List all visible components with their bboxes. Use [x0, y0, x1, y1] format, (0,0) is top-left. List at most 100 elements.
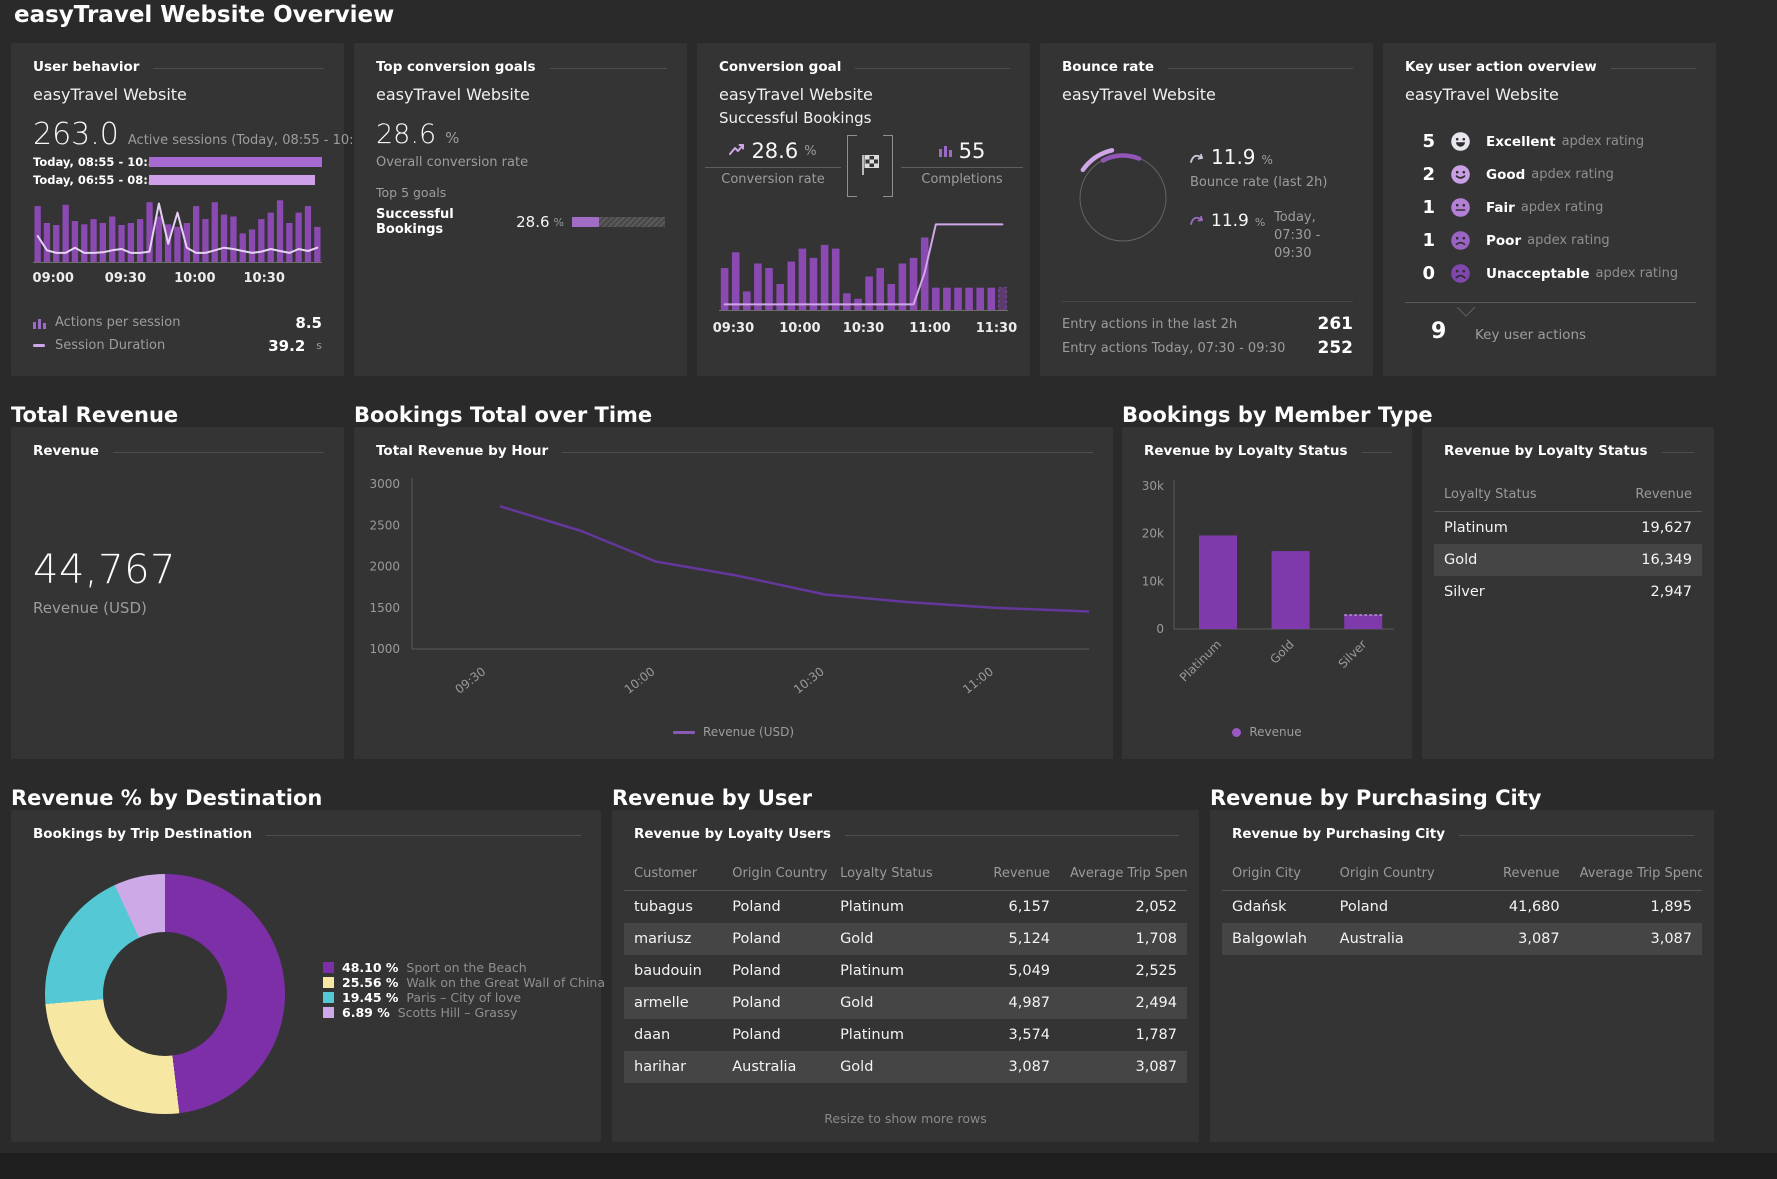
tile-header: Top conversion goals [376, 59, 667, 75]
legend-label: Session Duration [55, 338, 166, 353]
entry-actions-row: Entry actions Today, 07:30 - 09:30 252 [1062, 336, 1353, 360]
column-header[interactable]: Origin Country [722, 858, 831, 891]
table-cell: 41,680 [1508, 899, 1560, 915]
table-cell: Australia [1339, 931, 1404, 947]
completions-chart[interactable] [719, 215, 1008, 311]
tile-top-conversion-goals[interactable]: Top conversion goals easyTravel Website … [354, 43, 687, 376]
table-row[interactable]: harihar Australia Gold 3,087 3,087 [624, 1051, 1187, 1083]
table-cell: tubagus [634, 899, 693, 915]
tile-header: Revenue by Loyalty Users [634, 826, 1179, 842]
tile-title: Total Revenue by Hour [376, 443, 549, 459]
entry-actions-label: Entry actions Today, 07:30 - 09:30 [1062, 340, 1286, 356]
column-header[interactable]: Average Trip Spend [1060, 858, 1187, 891]
goal-row[interactable]: Successful Bookings 28.6 % [376, 207, 665, 237]
conversion-rate-label: Conversion rate [721, 172, 825, 187]
table-row[interactable]: daan Poland Platinum 3,574 1,787 [624, 1019, 1187, 1051]
goal-name: Successful Bookings [376, 207, 454, 237]
table-cell: baudouin [634, 963, 702, 979]
column-header[interactable]: Origin Country [1329, 858, 1454, 891]
table-row[interactable]: mariusz Poland Gold 5,124 1,708 [624, 923, 1187, 955]
table-cell: 16,349 [1641, 552, 1692, 568]
revenue-line-chart[interactable]: 3000 2500 2000 1500 1000 09:30 10:00 10:30 11:00 [354, 467, 1113, 727]
tile-loyalty-users-table[interactable]: Revenue by Loyalty Users Customer Origin … [612, 810, 1199, 1142]
table-row[interactable]: Gdańsk Poland 41,680 1,895 [1222, 891, 1702, 924]
loyalty-bar-chart[interactable]: 0 10k 20k 30k Platinum Gold Silver [1122, 467, 1412, 717]
chevron-down-icon [1456, 302, 1476, 321]
tile-title: Bounce rate [1062, 59, 1155, 75]
active-sessions-chart[interactable] [33, 195, 322, 263]
bounce-rate-compare-value: 11.9 [1211, 211, 1249, 231]
apdex-suffix: apdex rating [1527, 233, 1610, 248]
tile-conversion-goal[interactable]: Conversion goal easyTravel Website Succe… [697, 43, 1030, 376]
apdex-suffix: apdex rating [1561, 134, 1645, 149]
legend-percent: 48.10 % [342, 960, 399, 975]
x-tick-label: 11:30 [975, 321, 1018, 336]
table-row[interactable]: Silver 2,947 [1434, 576, 1702, 608]
column-header[interactable]: Customer [624, 858, 723, 891]
tile-key-user-actions[interactable]: Key user action overview easyTravel Webs… [1383, 43, 1716, 376]
tile-title: Revenue by Loyalty Status [1144, 443, 1348, 459]
table-row[interactable]: Balgowlah Australia 3,087 3,087 [1222, 923, 1702, 955]
apdex-suffix: apdex rating [1595, 266, 1679, 281]
tile-revenue-by-hour[interactable]: Total Revenue by Hour 3000 2500 2000 1500 10… [354, 427, 1113, 759]
column-header[interactable]: Revenue [966, 858, 1061, 891]
column-header[interactable]: Loyalty Status [1434, 479, 1615, 512]
column-header[interactable]: Loyalty Status [830, 858, 967, 891]
entry-actions-rows: Entry actions in the last 2h 261 Entry act… [1062, 301, 1353, 360]
table-header-row: Loyalty Status Revenue [1434, 479, 1702, 512]
key-actions-label: Key user actions [1475, 327, 1587, 343]
table-cell: daan [634, 1027, 671, 1043]
tile-loyalty-table[interactable]: Revenue by Loyalty Status Loyalty Status… [1422, 427, 1714, 759]
loyalty-status-table: Loyalty Status Revenue Platinum 19,627 Gold 1… [1434, 479, 1702, 608]
table-row[interactable]: baudouin Poland Platinum 5,049 2,525 [624, 955, 1187, 987]
tile-purchasing-city-table[interactable]: Revenue by Purchasing City Origin City Or… [1210, 810, 1714, 1142]
column-header[interactable]: Revenue [1614, 479, 1702, 512]
conversion-rate-metric: 28.6 % [376, 119, 459, 150]
apdex-count: 1 [1422, 197, 1435, 218]
svg-text:Silver: Silver [1336, 637, 1370, 671]
donut-hole [103, 932, 227, 1056]
tile-loyalty-bar-chart[interactable]: Revenue by Loyalty Status 0 10k 20k 30k Plat… [1122, 427, 1412, 759]
apdex-label: Excellent [1486, 133, 1556, 150]
column-header[interactable]: Average Trip Spend [1569, 858, 1702, 891]
table-row[interactable]: armelle Poland Gold 4,987 2,494 [624, 987, 1187, 1019]
section-bookings-over-time: Bookings Total over Time [354, 403, 653, 428]
legend-label: Scotts Hill – Grassy [397, 1005, 518, 1020]
svg-text:10:30: 10:30 [791, 664, 827, 696]
svg-text:20k: 20k [1142, 527, 1164, 541]
column-header[interactable]: Origin City [1222, 858, 1330, 891]
table-cell: Poland [732, 1027, 781, 1043]
x-tick-label: 10:00 [174, 271, 216, 286]
table-footer[interactable]: Resize to show more rows [824, 1111, 987, 1126]
tile-revenue[interactable]: Revenue 44,767 Revenue (USD) [11, 427, 344, 759]
bounce-gauge [1068, 143, 1178, 257]
table-cell: 1,895 [1650, 899, 1692, 915]
conversion-rate-value: 28.6 [751, 139, 799, 163]
table-row[interactable]: tubagus Poland Platinum 6,157 2,052 [624, 891, 1187, 924]
table-cell: mariusz [634, 931, 692, 947]
loyalty-users-table: Customer Origin Country Loyalty Status Reve… [624, 858, 1187, 1083]
top-goals-header: Top 5 goals [376, 185, 447, 200]
table-cell: 2,494 [1135, 995, 1177, 1011]
purchasing-city-table: Origin City Origin Country Revenue Average … [1222, 858, 1702, 955]
apdex-suffix: apdex rating [1520, 200, 1604, 215]
table-cell: Gold [840, 1059, 874, 1075]
good-face-icon [1450, 164, 1471, 185]
table-cell: Platinum [1444, 520, 1508, 536]
table-row[interactable]: Platinum 19,627 [1434, 512, 1702, 545]
tile-destination-donut[interactable]: Bookings by Trip Destination 48.10 % Spor… [11, 810, 605, 1142]
x-tick-label: 10:30 [842, 321, 885, 336]
tile-bounce-rate[interactable]: Bounce rate easyTravel Website 11.9 % Bo… [1040, 43, 1373, 376]
legend-row: Actions per session 8.5 [33, 311, 322, 334]
bounce-rate-compare-label: Today, 07:30 - 09:30 [1274, 210, 1321, 261]
bottom-bar [0, 1153, 1777, 1179]
table-cell: 3,574 [1008, 1027, 1051, 1043]
table-cell: 19,627 [1641, 520, 1692, 536]
goal-unit: % [553, 215, 564, 229]
tile-header: Total Revenue by Hour [376, 443, 1093, 459]
goal-name: Successful Bookings [719, 109, 872, 127]
tile-user-behavior[interactable]: User behavior easyTravel Website 263.0 A… [11, 43, 375, 376]
tile-header: Revenue by Loyalty Status [1444, 443, 1694, 459]
table-row[interactable]: Gold 16,349 [1434, 544, 1702, 576]
column-header[interactable]: Revenue [1453, 858, 1570, 891]
